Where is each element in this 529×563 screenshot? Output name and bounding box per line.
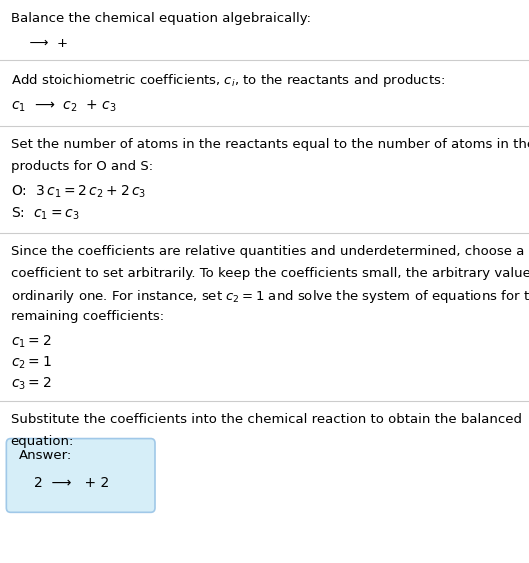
Text: coefficient to set arbitrarily. To keep the coefficients small, the arbitrary va: coefficient to set arbitrarily. To keep … bbox=[11, 267, 529, 280]
FancyBboxPatch shape bbox=[6, 439, 155, 512]
Text: Answer:: Answer: bbox=[19, 449, 72, 462]
Text: remaining coefficients:: remaining coefficients: bbox=[11, 310, 163, 323]
Text: equation:: equation: bbox=[11, 435, 74, 448]
Text: Since the coefficients are relative quantities and underdetermined, choose a: Since the coefficients are relative quan… bbox=[11, 245, 524, 258]
Text: 2  ⟶   + 2: 2 ⟶ + 2 bbox=[34, 476, 110, 490]
Text: $c_1 = 2$: $c_1 = 2$ bbox=[11, 333, 51, 350]
Text: Add stoichiometric coefficients, $c_i$, to the reactants and products:: Add stoichiometric coefficients, $c_i$, … bbox=[11, 72, 445, 89]
Text: Substitute the coefficients into the chemical reaction to obtain the balanced: Substitute the coefficients into the che… bbox=[11, 413, 522, 426]
Text: S:  $c_1 = c_3$: S: $c_1 = c_3$ bbox=[11, 206, 79, 222]
Text: Balance the chemical equation algebraically:: Balance the chemical equation algebraica… bbox=[11, 12, 311, 25]
Text: $c_1$  ⟶  $c_2$  + $c_3$: $c_1$ ⟶ $c_2$ + $c_3$ bbox=[11, 99, 116, 114]
Text: Set the number of atoms in the reactants equal to the number of atoms in the: Set the number of atoms in the reactants… bbox=[11, 138, 529, 151]
Text: ⟶  +: ⟶ + bbox=[21, 37, 77, 50]
Text: O:  $3\,c_1 = 2\,c_2 + 2\,c_3$: O: $3\,c_1 = 2\,c_2 + 2\,c_3$ bbox=[11, 184, 145, 200]
Text: $c_2 = 1$: $c_2 = 1$ bbox=[11, 355, 51, 371]
Text: $c_3 = 2$: $c_3 = 2$ bbox=[11, 376, 51, 392]
Text: products for O and S:: products for O and S: bbox=[11, 160, 153, 173]
Text: ordinarily one. For instance, set $c_2 = 1$ and solve the system of equations fo: ordinarily one. For instance, set $c_2 =… bbox=[11, 288, 529, 305]
